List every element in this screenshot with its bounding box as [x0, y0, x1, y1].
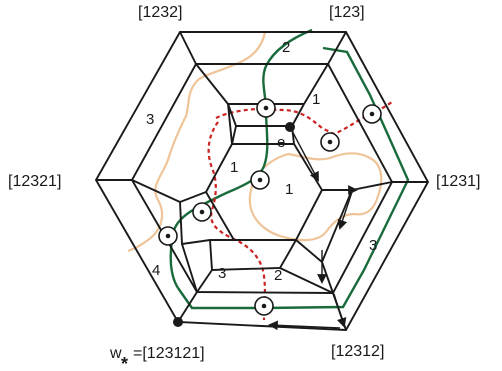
w-star-suffix: =[123121] [133, 345, 205, 362]
vertex-w-star-dot [173, 317, 183, 327]
tan-curve-right [248, 152, 383, 242]
vertex-e-dot [285, 122, 295, 132]
left-box [131, 179, 234, 293]
region-label: 1 [230, 159, 238, 176]
arrows [268, 126, 358, 331]
hexagon-graph [94, 31, 430, 331]
arrow-bottom-left [268, 320, 341, 331]
edge-label-e: e [277, 134, 285, 151]
region-label: 3 [369, 237, 377, 254]
spoke-top-right [327, 31, 347, 65]
vertex-label-left: [12321] [8, 173, 61, 190]
region-label: 1 [312, 91, 320, 108]
spoke-top-left [179, 31, 197, 65]
red-dashed-curves [207, 101, 393, 321]
vertex-label-right: [1231] [436, 173, 480, 190]
arrow-right-down [337, 191, 353, 230]
green-curve-outer [177, 46, 410, 310]
connector-top-left [195, 63, 229, 105]
tan-curve-left [127, 31, 267, 253]
spoke-bottom-left [177, 291, 198, 323]
vertex-label-bottom-left: w * =[123121] [109, 345, 205, 371]
arrow-bottom-right-down [333, 293, 347, 328]
region-labels: 2 1 e 3 1 1 3 4 3 2 [146, 39, 377, 284]
w-star-subscript: * [121, 354, 128, 371]
arrow-e [289, 126, 319, 182]
vertex-label-top-left: [1232] [138, 4, 182, 21]
connector-top-right [303, 63, 329, 105]
region-label: 4 [152, 262, 160, 279]
vertex-label-top-right: [123] [329, 4, 365, 21]
tan-curves [127, 31, 383, 253]
green-curves [169, 28, 410, 310]
crossing-markers [158, 98, 382, 316]
vertex-labels: [1232] [123] [12321] [1231] [12312] w * … [8, 4, 480, 371]
region-label: 2 [282, 39, 290, 56]
vertex-label-bottom-right: [12312] [331, 343, 384, 360]
region-label: 1 [285, 181, 293, 198]
w-star-prefix: w [109, 345, 122, 362]
bottom-box [196, 239, 334, 294]
red-curve-middle [207, 121, 266, 321]
region-label: 3 [146, 111, 154, 128]
region-label: 3 [218, 265, 226, 282]
region-label: 2 [274, 267, 282, 284]
